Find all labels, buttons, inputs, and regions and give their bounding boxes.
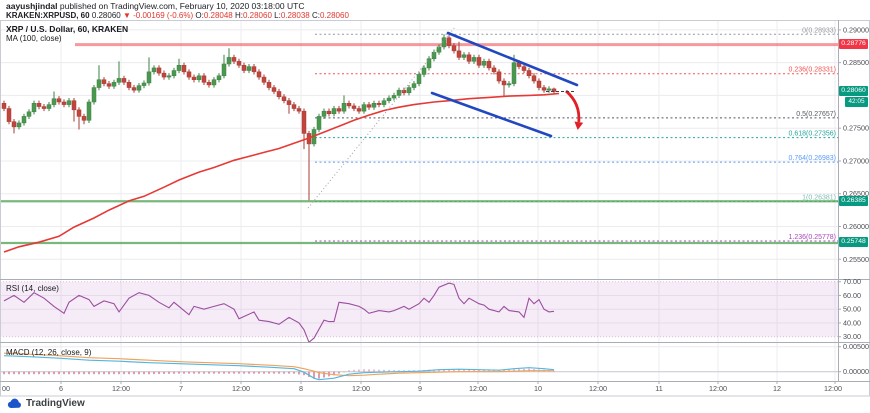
rsi-band	[0, 281, 838, 373]
legend-ma-study[interactable]: MA (100, close)	[6, 34, 62, 43]
legend-symbol-title[interactable]: XRP / U.S. Dollar, 60, KRAKEN	[6, 24, 129, 34]
axes-layer: 0.29000 0.28500 0.27500 0.27000 0.26500 0.260…	[0, 20, 870, 397]
svg-text:12: 12	[773, 384, 781, 393]
svg-text:0.26500: 0.26500	[843, 189, 869, 198]
svg-text:70.00: 70.00	[843, 277, 861, 286]
close-value: 0.28060	[319, 11, 349, 20]
fib-retracement: 0(0.28933) 0.236(0.28331) 0.5(0.27657) 0.61…	[315, 27, 838, 242]
author-name: aayushjindal	[6, 1, 58, 11]
low-value: 0.28038	[280, 11, 310, 20]
svg-text:1.236(0.25778): 1.236(0.25778)	[789, 234, 836, 241]
tradingview-logo[interactable]: TradingView	[7, 398, 85, 409]
svg-text:6: 6	[59, 384, 63, 393]
svg-text:0.27500: 0.27500	[843, 124, 869, 133]
svg-text:0.25500: 0.25500	[843, 255, 869, 264]
symbol-name: KRAKEN:XRPUSD, 60	[6, 11, 90, 20]
svg-text:12:00: 12:00	[112, 384, 130, 393]
svg-text:0.00000: 0.00000	[843, 367, 869, 376]
publish-meta: aayushjindal published on TradingView.co…	[6, 1, 349, 11]
svg-text:9: 9	[418, 384, 422, 393]
high-value: 0.28060	[242, 11, 272, 20]
bar-countdown-badge: 42:05	[845, 97, 868, 107]
svg-text:0.618(0.27356): 0.618(0.27356)	[789, 131, 836, 138]
macd-layer	[3, 352, 555, 381]
svg-text:12:00: 12:00	[469, 384, 487, 393]
svg-text:00: 00	[2, 384, 10, 393]
svg-text:0.5(0.27657): 0.5(0.27657)	[796, 111, 836, 118]
candles-layer	[1, 34, 557, 201]
svg-text:0.26000: 0.26000	[843, 222, 869, 231]
cloud-icon	[7, 398, 21, 409]
close-label: C:	[311, 11, 320, 20]
symbol-info-line: KRAKEN:XRPUSD, 60 0.28060 ▼ -0.00169 (-0…	[6, 11, 349, 20]
price-change: ▼ -0.00169 (-0.6%)	[122, 11, 194, 20]
publish-header: aayushjindal published on TradingView.co…	[6, 1, 349, 20]
open-label: O:	[195, 11, 204, 20]
svg-text:0.236(0.28331): 0.236(0.28331)	[789, 67, 836, 74]
svg-text:0.764(0.26983): 0.764(0.26983)	[789, 155, 836, 162]
svg-text:0.00500: 0.00500	[843, 342, 869, 351]
brand-text: TradingView	[26, 398, 85, 409]
legend-macd-study[interactable]: MACD (12, 26, close, 9)	[6, 348, 92, 357]
svg-text:30.00: 30.00	[843, 332, 861, 341]
svg-text:1(0.26381): 1(0.26381)	[802, 195, 836, 202]
rsi-line	[3, 282, 555, 344]
svg-text:12:00: 12:00	[352, 384, 370, 393]
svg-text:50.00: 50.00	[843, 305, 861, 314]
svg-text:12:00: 12:00	[824, 384, 842, 393]
support1-price-badge: 0.26385	[839, 196, 868, 206]
ma100-line	[3, 92, 560, 253]
svg-text:12:00: 12:00	[589, 384, 607, 393]
svg-text:7: 7	[179, 384, 183, 393]
svg-text:12:00: 12:00	[232, 384, 250, 393]
svg-text:0.27000: 0.27000	[843, 156, 869, 165]
svg-text:40.00: 40.00	[843, 318, 861, 327]
open-value: 0.28048	[203, 11, 233, 20]
last-price-badge: 0.28060	[839, 86, 868, 96]
svg-text:60.00: 60.00	[843, 291, 861, 300]
svg-text:0(0.28933): 0(0.28933)	[802, 27, 836, 34]
support2-price-badge: 0.25748	[839, 237, 868, 247]
last-price: 0.28060	[91, 11, 121, 20]
svg-text:10: 10	[534, 384, 542, 393]
high-label: H:	[234, 11, 243, 20]
publish-info: published on TradingView.com, February 1…	[57, 1, 305, 11]
svg-text:8: 8	[299, 384, 303, 393]
sr-lines	[0, 43, 838, 245]
svg-text:0.28500: 0.28500	[843, 58, 869, 67]
svg-text:11: 11	[655, 384, 662, 393]
svg-text:0.29000: 0.29000	[843, 25, 869, 34]
drawings-layer	[307, 26, 584, 209]
svg-text:12:00: 12:00	[709, 384, 727, 393]
resistance-price-badge: 0.28776	[839, 39, 868, 49]
legend-rsi-study[interactable]: RSI (14, close)	[6, 284, 59, 293]
low-label: L:	[274, 11, 281, 20]
